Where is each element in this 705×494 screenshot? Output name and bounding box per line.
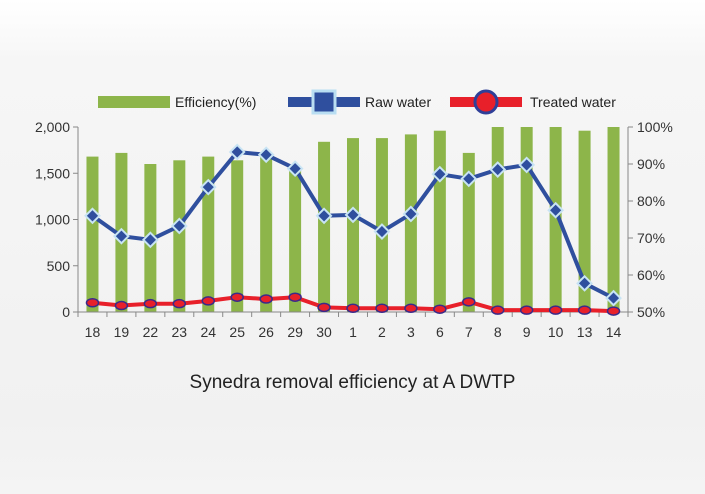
left-tick-label: 1,000 [35, 212, 70, 228]
treated-water-point [548, 305, 563, 315]
raw-water-point [257, 146, 275, 164]
raw-water-point [141, 231, 159, 249]
left-tick-label: 0 [62, 304, 70, 320]
efficiency-bar [578, 130, 591, 312]
x-tick-label: 19 [114, 324, 130, 340]
treated-water-point [375, 303, 389, 314]
treated-water-point [519, 305, 534, 315]
tick-labels: 05001,0001,5002,00050%60%70%80%90%100%18… [35, 119, 673, 340]
raw-water-point [344, 206, 362, 224]
x-tick-label: 29 [287, 324, 303, 340]
legend-efficiency-label: Efficiency(%) [175, 94, 256, 110]
chart-title: Synedra removal efficiency at A DWTP [189, 372, 516, 393]
legend-raw-water-marker [311, 89, 337, 115]
right-tick-label: 60% [637, 267, 665, 283]
raw-water-point [170, 217, 188, 235]
efficiency-bar [347, 138, 359, 312]
raw-water-point [84, 207, 101, 225]
treated-water-point [259, 294, 273, 304]
treated-water-point [433, 304, 447, 314]
treated-water-point [462, 297, 476, 307]
raw-water-point [315, 207, 333, 225]
efficiency-bar [520, 127, 533, 312]
raw-water-point [518, 156, 536, 174]
x-tick-label: 30 [316, 324, 332, 340]
raw-water-point [547, 201, 565, 219]
markers [84, 143, 622, 316]
right-tick-label: 70% [637, 230, 665, 246]
raw-water-point [402, 205, 420, 223]
x-tick-label: 13 [577, 324, 593, 340]
x-tick-label: 7 [465, 324, 473, 340]
raw-water-point [373, 223, 391, 240]
left-tick-label: 1,500 [35, 165, 70, 181]
raw-water-point [286, 160, 304, 178]
x-tick-label: 25 [229, 324, 245, 340]
treated-water-point [606, 306, 621, 316]
legend-treated-water-label: Treated water [530, 94, 616, 110]
x-tick-label: 23 [172, 324, 188, 340]
efficiency-bar [231, 160, 244, 312]
raw-water-point [460, 170, 478, 188]
treated-water-point [143, 298, 158, 309]
treated-water-point [404, 303, 418, 314]
legend-efficiency-swatch [98, 96, 170, 108]
raw-water-point [228, 143, 246, 161]
x-tick-label: 9 [523, 324, 531, 340]
x-tick-label: 14 [606, 324, 622, 340]
x-tick-label: 24 [200, 324, 216, 340]
treated-water-point [172, 298, 187, 309]
legend: Efficiency(%) Raw water Treated water [98, 89, 616, 115]
right-tick-label: 80% [637, 193, 665, 209]
left-tick-label: 2,000 [35, 119, 70, 135]
efficiency-bar [607, 127, 620, 312]
efficiency-bar [462, 152, 475, 312]
raw-water-point [576, 274, 593, 292]
x-tick-label: 26 [258, 324, 274, 340]
treated-water-point [201, 296, 216, 306]
treated-water-point [288, 292, 302, 302]
efficiency-bar [318, 141, 331, 312]
raw-water-point [605, 289, 622, 307]
efficiency-bar [86, 156, 99, 312]
treated-water-point [577, 305, 592, 315]
right-tick-label: 90% [637, 156, 665, 172]
efficiency-bar [173, 160, 186, 312]
treated-water-point [346, 303, 360, 314]
x-tick-label: 3 [407, 324, 415, 340]
treated-water-point [114, 300, 129, 311]
right-tick-label: 100% [637, 119, 673, 135]
x-tick-label: 1 [349, 324, 357, 340]
legend-treated-water-marker [473, 89, 499, 115]
treated-water-point [85, 298, 100, 308]
x-tick-label: 22 [143, 324, 159, 340]
efficiency-bar [491, 127, 504, 312]
efficiency-bar [433, 130, 446, 312]
raw-water-point [489, 161, 507, 178]
x-tick-label: 8 [494, 324, 502, 340]
efficiency-bar [202, 156, 215, 312]
treated-water-point [230, 292, 244, 302]
x-tick-label: 2 [378, 324, 386, 340]
efficiency-bar [549, 127, 562, 312]
efficiency-bar [289, 167, 302, 312]
treated-water-point [490, 305, 505, 315]
x-tick-label: 18 [85, 324, 101, 340]
efficiency-bar [404, 134, 417, 312]
raw-water-point [199, 178, 217, 196]
raw-water-point [431, 165, 449, 183]
treated-water-point [317, 302, 331, 313]
legend-raw-water-label: Raw water [365, 94, 431, 110]
raw-water-point [113, 227, 130, 245]
right-tick-label: 50% [637, 304, 665, 320]
left-tick-label: 500 [47, 258, 71, 274]
x-tick-label: 6 [436, 324, 444, 340]
x-tick-label: 10 [548, 324, 564, 340]
efficiency-bar [260, 156, 273, 312]
